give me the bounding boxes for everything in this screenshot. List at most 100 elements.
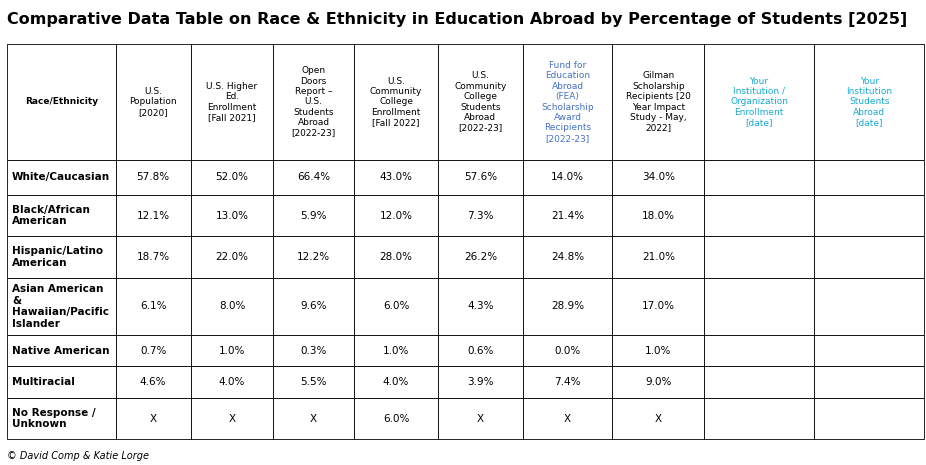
Bar: [438, 44, 522, 159]
Text: Multiracial: Multiracial: [12, 377, 75, 387]
Bar: [7, 398, 116, 439]
Text: 6.0%: 6.0%: [383, 414, 409, 424]
Bar: [612, 335, 704, 366]
Text: Your
Institution
Students
Abroad
[date]: Your Institution Students Abroad [date]: [846, 77, 893, 127]
Text: Asian American
&
Hawaiian/Pacific
Islander: Asian American & Hawaiian/Pacific Island…: [12, 284, 109, 329]
Text: Your
Institution /
Organization
Enrollment
[date]: Your Institution / Organization Enrollme…: [730, 77, 788, 127]
Bar: [438, 366, 522, 398]
Text: 12.0%: 12.0%: [380, 211, 413, 221]
Bar: [612, 278, 704, 335]
Bar: [704, 398, 814, 439]
Bar: [354, 278, 438, 335]
Text: Fund for
Education
Abroad
(FEA)
Scholarship
Award
Recipients
[2022-23]: Fund for Education Abroad (FEA) Scholars…: [541, 61, 594, 143]
Bar: [354, 44, 438, 159]
Text: 9.6%: 9.6%: [300, 301, 327, 312]
Text: X: X: [310, 414, 318, 424]
Text: 57.6%: 57.6%: [464, 172, 497, 182]
Text: U.S. Higher
Ed.
Enrollment
[Fall 2021]: U.S. Higher Ed. Enrollment [Fall 2021]: [206, 82, 257, 122]
Text: 12.1%: 12.1%: [137, 211, 169, 221]
Text: 17.0%: 17.0%: [642, 301, 675, 312]
Text: X: X: [150, 414, 156, 424]
Text: 0.7%: 0.7%: [140, 345, 167, 356]
Text: 18.7%: 18.7%: [137, 252, 169, 262]
Text: 6.1%: 6.1%: [140, 301, 167, 312]
Bar: [116, 335, 191, 366]
Text: 4.6%: 4.6%: [140, 377, 167, 387]
Bar: [522, 44, 612, 159]
Bar: [191, 195, 273, 236]
Bar: [704, 44, 814, 159]
Bar: [191, 335, 273, 366]
Text: U.S.
Community
College
Students
Abroad
[2022-23]: U.S. Community College Students Abroad […: [455, 71, 507, 133]
Text: Black/African
American: Black/African American: [12, 205, 90, 226]
Text: X: X: [564, 414, 571, 424]
Bar: [273, 159, 354, 195]
Bar: [7, 195, 116, 236]
Text: 0.6%: 0.6%: [468, 345, 494, 356]
Text: Native American: Native American: [12, 345, 109, 356]
Text: 43.0%: 43.0%: [380, 172, 413, 182]
Bar: [191, 44, 273, 159]
Bar: [612, 366, 704, 398]
Bar: [7, 159, 116, 195]
Text: 21.0%: 21.0%: [642, 252, 675, 262]
Text: 1.0%: 1.0%: [383, 345, 409, 356]
Bar: [354, 366, 438, 398]
Text: 4.0%: 4.0%: [219, 377, 245, 387]
Text: 28.9%: 28.9%: [551, 301, 584, 312]
Bar: [438, 236, 522, 278]
Bar: [438, 159, 522, 195]
Bar: [191, 278, 273, 335]
Text: 1.0%: 1.0%: [645, 345, 671, 356]
Text: 52.0%: 52.0%: [216, 172, 248, 182]
Bar: [438, 195, 522, 236]
Text: 7.3%: 7.3%: [468, 211, 494, 221]
Bar: [116, 44, 191, 159]
Bar: [7, 44, 116, 159]
Bar: [354, 398, 438, 439]
Text: No Response /
Unknown: No Response / Unknown: [12, 408, 95, 430]
Bar: [612, 44, 704, 159]
Bar: [438, 335, 522, 366]
Text: X: X: [477, 414, 484, 424]
Bar: [704, 335, 814, 366]
Text: Gilman
Scholarship
Recipients [20
Year Impact
Study - May,
2022]: Gilman Scholarship Recipients [20 Year I…: [626, 71, 691, 133]
Text: 5.9%: 5.9%: [300, 211, 327, 221]
Text: 26.2%: 26.2%: [464, 252, 497, 262]
Bar: [704, 278, 814, 335]
Text: 4.0%: 4.0%: [383, 377, 409, 387]
Text: 66.4%: 66.4%: [297, 172, 331, 182]
Text: 8.0%: 8.0%: [219, 301, 245, 312]
Text: © David Comp & Katie Lorge: © David Comp & Katie Lorge: [7, 451, 149, 461]
Bar: [704, 236, 814, 278]
Bar: [273, 278, 354, 335]
Text: 28.0%: 28.0%: [380, 252, 413, 262]
Text: 3.9%: 3.9%: [468, 377, 494, 387]
Bar: [116, 159, 191, 195]
Bar: [814, 366, 924, 398]
Text: 9.0%: 9.0%: [645, 377, 671, 387]
Bar: [7, 278, 116, 335]
Bar: [273, 366, 354, 398]
Text: 34.0%: 34.0%: [642, 172, 675, 182]
Bar: [522, 366, 612, 398]
Bar: [116, 278, 191, 335]
Bar: [354, 236, 438, 278]
Bar: [522, 159, 612, 195]
Bar: [814, 335, 924, 366]
Text: X: X: [229, 414, 235, 424]
Text: 6.0%: 6.0%: [383, 301, 409, 312]
Bar: [354, 335, 438, 366]
Bar: [7, 236, 116, 278]
Text: 13.0%: 13.0%: [216, 211, 248, 221]
Bar: [7, 335, 116, 366]
Text: U.S.
Population
[2020]: U.S. Population [2020]: [130, 87, 177, 117]
Text: 5.5%: 5.5%: [300, 377, 327, 387]
Bar: [438, 398, 522, 439]
Bar: [522, 195, 612, 236]
Text: 7.4%: 7.4%: [555, 377, 581, 387]
Bar: [814, 236, 924, 278]
Bar: [814, 44, 924, 159]
Bar: [116, 236, 191, 278]
Text: 57.8%: 57.8%: [137, 172, 169, 182]
